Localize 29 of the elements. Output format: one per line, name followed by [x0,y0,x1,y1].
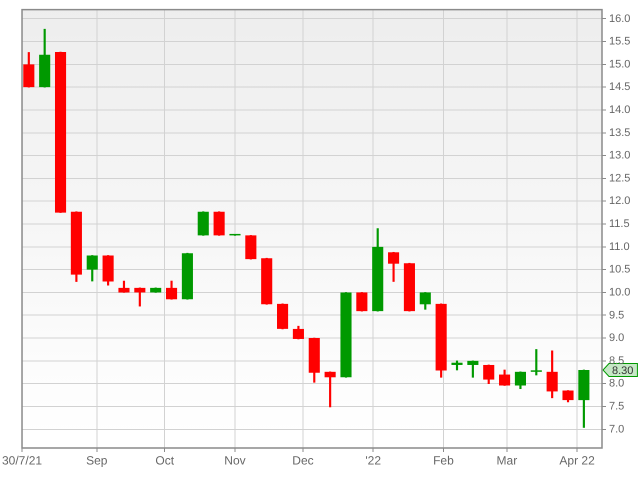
x-tick-label: Dec [292,454,314,468]
y-tick-label: 7.5 [609,400,624,413]
y-tick-label: 12.0 [609,195,630,208]
y-tick-label: 10.0 [609,286,630,298]
y-tick-label: 13.5 [609,126,630,139]
x-tick-label: Mar [496,454,518,468]
y-tick-label: 10.5 [609,264,630,276]
candlestick [530,349,542,376]
y-tick-label: 15.0 [609,58,630,70]
y-tick-label: 16.0 [609,12,630,25]
x-tick-label: '22 [365,454,382,468]
y-tick-label: 8.0 [609,378,624,390]
y-tick-label: 11.0 [609,240,630,253]
x-tick-label: Oct [155,454,175,468]
text: 8.30 [612,365,634,378]
y-tick-label: 9.0 [609,332,624,344]
x-tick-label: Sep [86,454,108,468]
y-tick-label: 15.5 [609,36,630,48]
y-tick-label: 9.5 [609,309,624,322]
y-tick-label: 13.0 [609,150,630,162]
x-tick-label: Nov [224,454,246,468]
y-tick-label: 14.5 [609,81,630,94]
x-tick-label: 30/7/21 [2,454,42,468]
y-tick-label: 12.5 [609,172,630,184]
x-tick-label: Feb [433,454,454,468]
x-tick-label: Apr 22 [559,454,596,468]
y-tick-label: 14.0 [609,104,630,116]
y-tick-label: 7.0 [609,423,624,436]
y-tick-label: 11.5 [609,218,630,230]
